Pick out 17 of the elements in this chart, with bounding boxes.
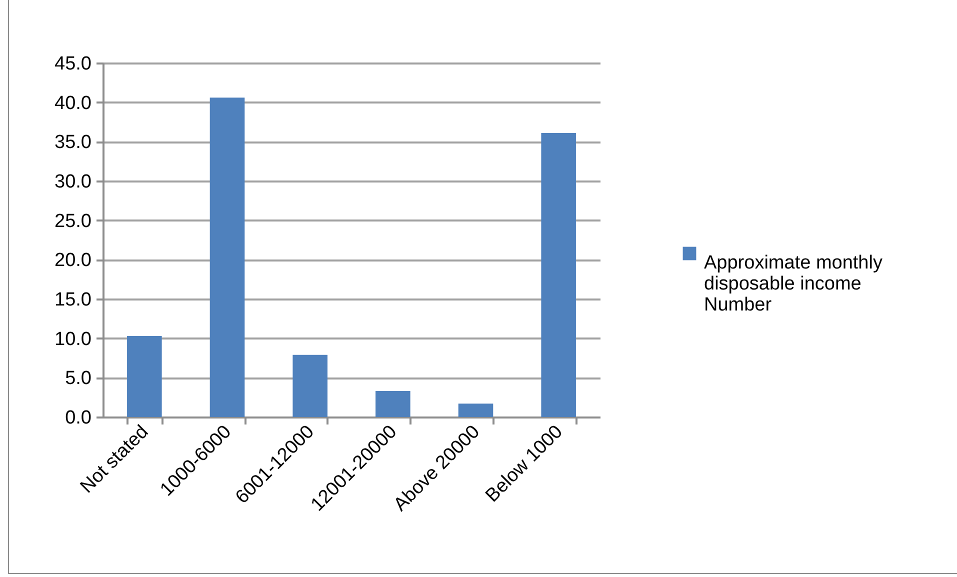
y-tick-label: 5.0: [65, 368, 92, 390]
y-tick-label: 45.0: [54, 54, 92, 74]
legend-label: Approximate monthly disposable income Number: [704, 252, 883, 316]
bar: [127, 336, 162, 417]
y-tick-label: 25.0: [54, 210, 92, 232]
y-tick-label: 30.0: [54, 172, 92, 192]
y-tick-label: 0.0: [65, 408, 92, 428]
bar: [376, 391, 410, 417]
y-tick-label: 10.0: [54, 328, 92, 350]
bar: [458, 404, 494, 417]
bar: [292, 354, 328, 417]
y-tick-label: 15.0: [54, 290, 92, 310]
y-tick-label: 20.0: [54, 250, 92, 272]
y-tick-label: 40.0: [54, 92, 92, 114]
y-tick-label: 35.0: [54, 132, 92, 154]
bar: [541, 133, 576, 417]
bar: [210, 98, 245, 417]
